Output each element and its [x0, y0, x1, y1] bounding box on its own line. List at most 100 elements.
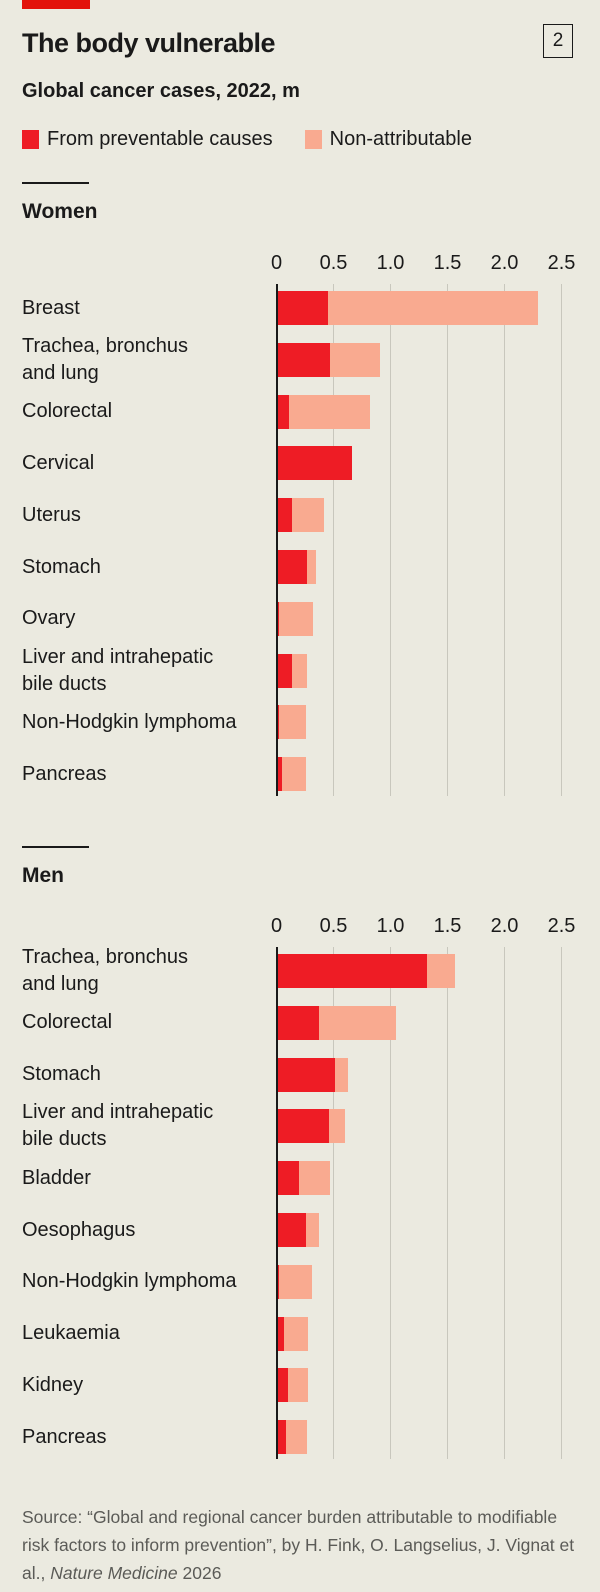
source-journal: Nature Medicine	[50, 1563, 178, 1583]
category-label-line: and lung	[22, 973, 99, 995]
category-label-line: and lung	[22, 361, 99, 384]
bar-segment-preventable	[276, 601, 279, 636]
stacked-bar	[276, 1213, 319, 1247]
bar-segment-preventable	[276, 1005, 319, 1040]
bar-segment-preventable	[276, 550, 308, 584]
chart-number-badge: 2	[543, 24, 573, 58]
category-label-line: Pancreas	[22, 762, 107, 785]
gridline	[332, 947, 335, 1459]
bar-segment-preventable	[276, 291, 328, 325]
source-text: Source: “Global and regional cancer burd…	[22, 1507, 575, 1583]
x-tick-label: 2.5	[547, 252, 576, 274]
category-label: Colorectal	[22, 398, 272, 425]
bar-segment-non-attributable	[287, 1368, 309, 1403]
category-label: Liver and intrahepatic bile ducts	[22, 644, 272, 698]
stacked-bar	[276, 1109, 345, 1144]
category-label: Ovary	[22, 605, 272, 632]
category-label-line: Non-Hodgkin lymphoma	[22, 710, 237, 733]
bar-segment-preventable	[276, 1264, 279, 1299]
bar-segment-non-attributable	[285, 1420, 308, 1455]
x-tick-label: 2.5	[547, 915, 576, 937]
x-tick-label: 0	[270, 915, 283, 937]
category-label-line: Trachea, bronchus	[22, 946, 189, 968]
stacked-bar	[276, 1420, 308, 1455]
bar-segment-non-attributable	[292, 653, 308, 688]
category-label-line: Ovary	[22, 607, 76, 630]
category-label: Uterus	[22, 502, 272, 529]
category-label: Oesophagus	[22, 1217, 272, 1244]
section-rule-men	[22, 846, 89, 848]
bar-segment-preventable	[276, 705, 279, 740]
stacked-bar	[276, 550, 317, 584]
x-tick-label: 1.5	[433, 915, 462, 937]
stacked-bar	[276, 1316, 309, 1351]
stacked-bar	[276, 757, 307, 792]
bar-segment-preventable	[276, 1109, 329, 1144]
gridline	[503, 284, 506, 796]
bar-segment-non-attributable	[327, 291, 538, 325]
stacked-bar	[276, 1057, 349, 1092]
category-label: Trachea, bronchus and lung	[22, 944, 272, 998]
x-tick-label: 1.0	[376, 915, 405, 937]
bar-segment-preventable	[276, 1213, 307, 1247]
bar-segment-preventable	[276, 446, 352, 481]
zero-axis-line	[275, 947, 278, 1459]
category-label-line: Breast	[22, 296, 80, 319]
category-label: Trachea, bronchus and lung	[22, 333, 272, 387]
category-label-line: Cervical	[22, 451, 95, 474]
brand-red-bar	[22, 0, 90, 9]
category-label-line: Non-Hodgkin lymphoma	[22, 1270, 237, 1293]
x-tick-label: 2.0	[490, 915, 519, 937]
category-label-line: Colorectal	[22, 400, 113, 423]
legend-swatch-non-attributable	[304, 130, 322, 149]
category-label-line: Liver and intrahepatic	[22, 645, 214, 668]
category-label-line: Colorectal	[22, 1011, 113, 1034]
bar-segment-non-attributable	[278, 1264, 312, 1299]
x-tick-label: 1.0	[376, 252, 405, 274]
bar-segment-preventable	[276, 757, 283, 792]
gridline	[503, 947, 506, 1459]
category-label: Non-Hodgkin lymphoma	[22, 709, 272, 736]
gridline	[446, 284, 449, 796]
bar-segment-non-attributable	[278, 601, 313, 636]
bar-segment-preventable	[276, 342, 331, 377]
category-label-line: Liver and intrahepatic	[22, 1101, 214, 1124]
stacked-bar	[276, 1161, 331, 1196]
category-label: Breast	[22, 295, 272, 322]
x-tick-label: 2.0	[490, 252, 519, 274]
category-label: Pancreas	[22, 761, 272, 788]
bar-segment-preventable	[276, 1161, 300, 1196]
stacked-bar	[276, 1005, 397, 1040]
stacked-bar	[276, 498, 325, 533]
category-label-line: Leukaemia	[22, 1322, 120, 1345]
category-label-line: Oesophagus	[22, 1218, 136, 1241]
category-label: Kidney	[22, 1372, 272, 1399]
bar-segment-preventable	[276, 653, 293, 688]
category-label-line: Stomach	[22, 1063, 101, 1086]
gridline	[560, 947, 563, 1459]
x-tick-label: 0.5	[319, 915, 348, 937]
category-label: Pancreas	[22, 1424, 272, 1451]
category-label: Cervical	[22, 450, 272, 477]
bar-segment-non-attributable	[330, 342, 381, 377]
legend: From preventable causes Non-attributable	[22, 128, 472, 151]
stacked-bar	[276, 954, 456, 988]
category-label: Stomach	[22, 554, 272, 581]
bar-segment-preventable	[276, 498, 293, 533]
x-tick-label: 0.5	[319, 252, 348, 274]
chart-subtitle: Global cancer cases, 2022, m	[22, 80, 300, 102]
bar-segment-preventable	[276, 1368, 288, 1403]
source-year: 2026	[177, 1563, 222, 1583]
category-label-line: bile ducts	[22, 672, 107, 695]
category-label: Stomach	[22, 1061, 272, 1088]
section-title-men: Men	[22, 864, 64, 887]
category-label-line: Trachea, bronchus	[22, 334, 189, 357]
stacked-bar	[276, 446, 352, 481]
stacked-bar	[276, 601, 313, 636]
bar-segment-non-attributable	[284, 1316, 309, 1351]
section-rule-women	[22, 182, 89, 184]
x-tick-label: 1.5	[433, 252, 462, 274]
category-label-line: bile ducts	[22, 1128, 107, 1151]
category-label-line: Bladder	[22, 1166, 91, 1189]
bar-segment-preventable	[276, 1420, 286, 1455]
